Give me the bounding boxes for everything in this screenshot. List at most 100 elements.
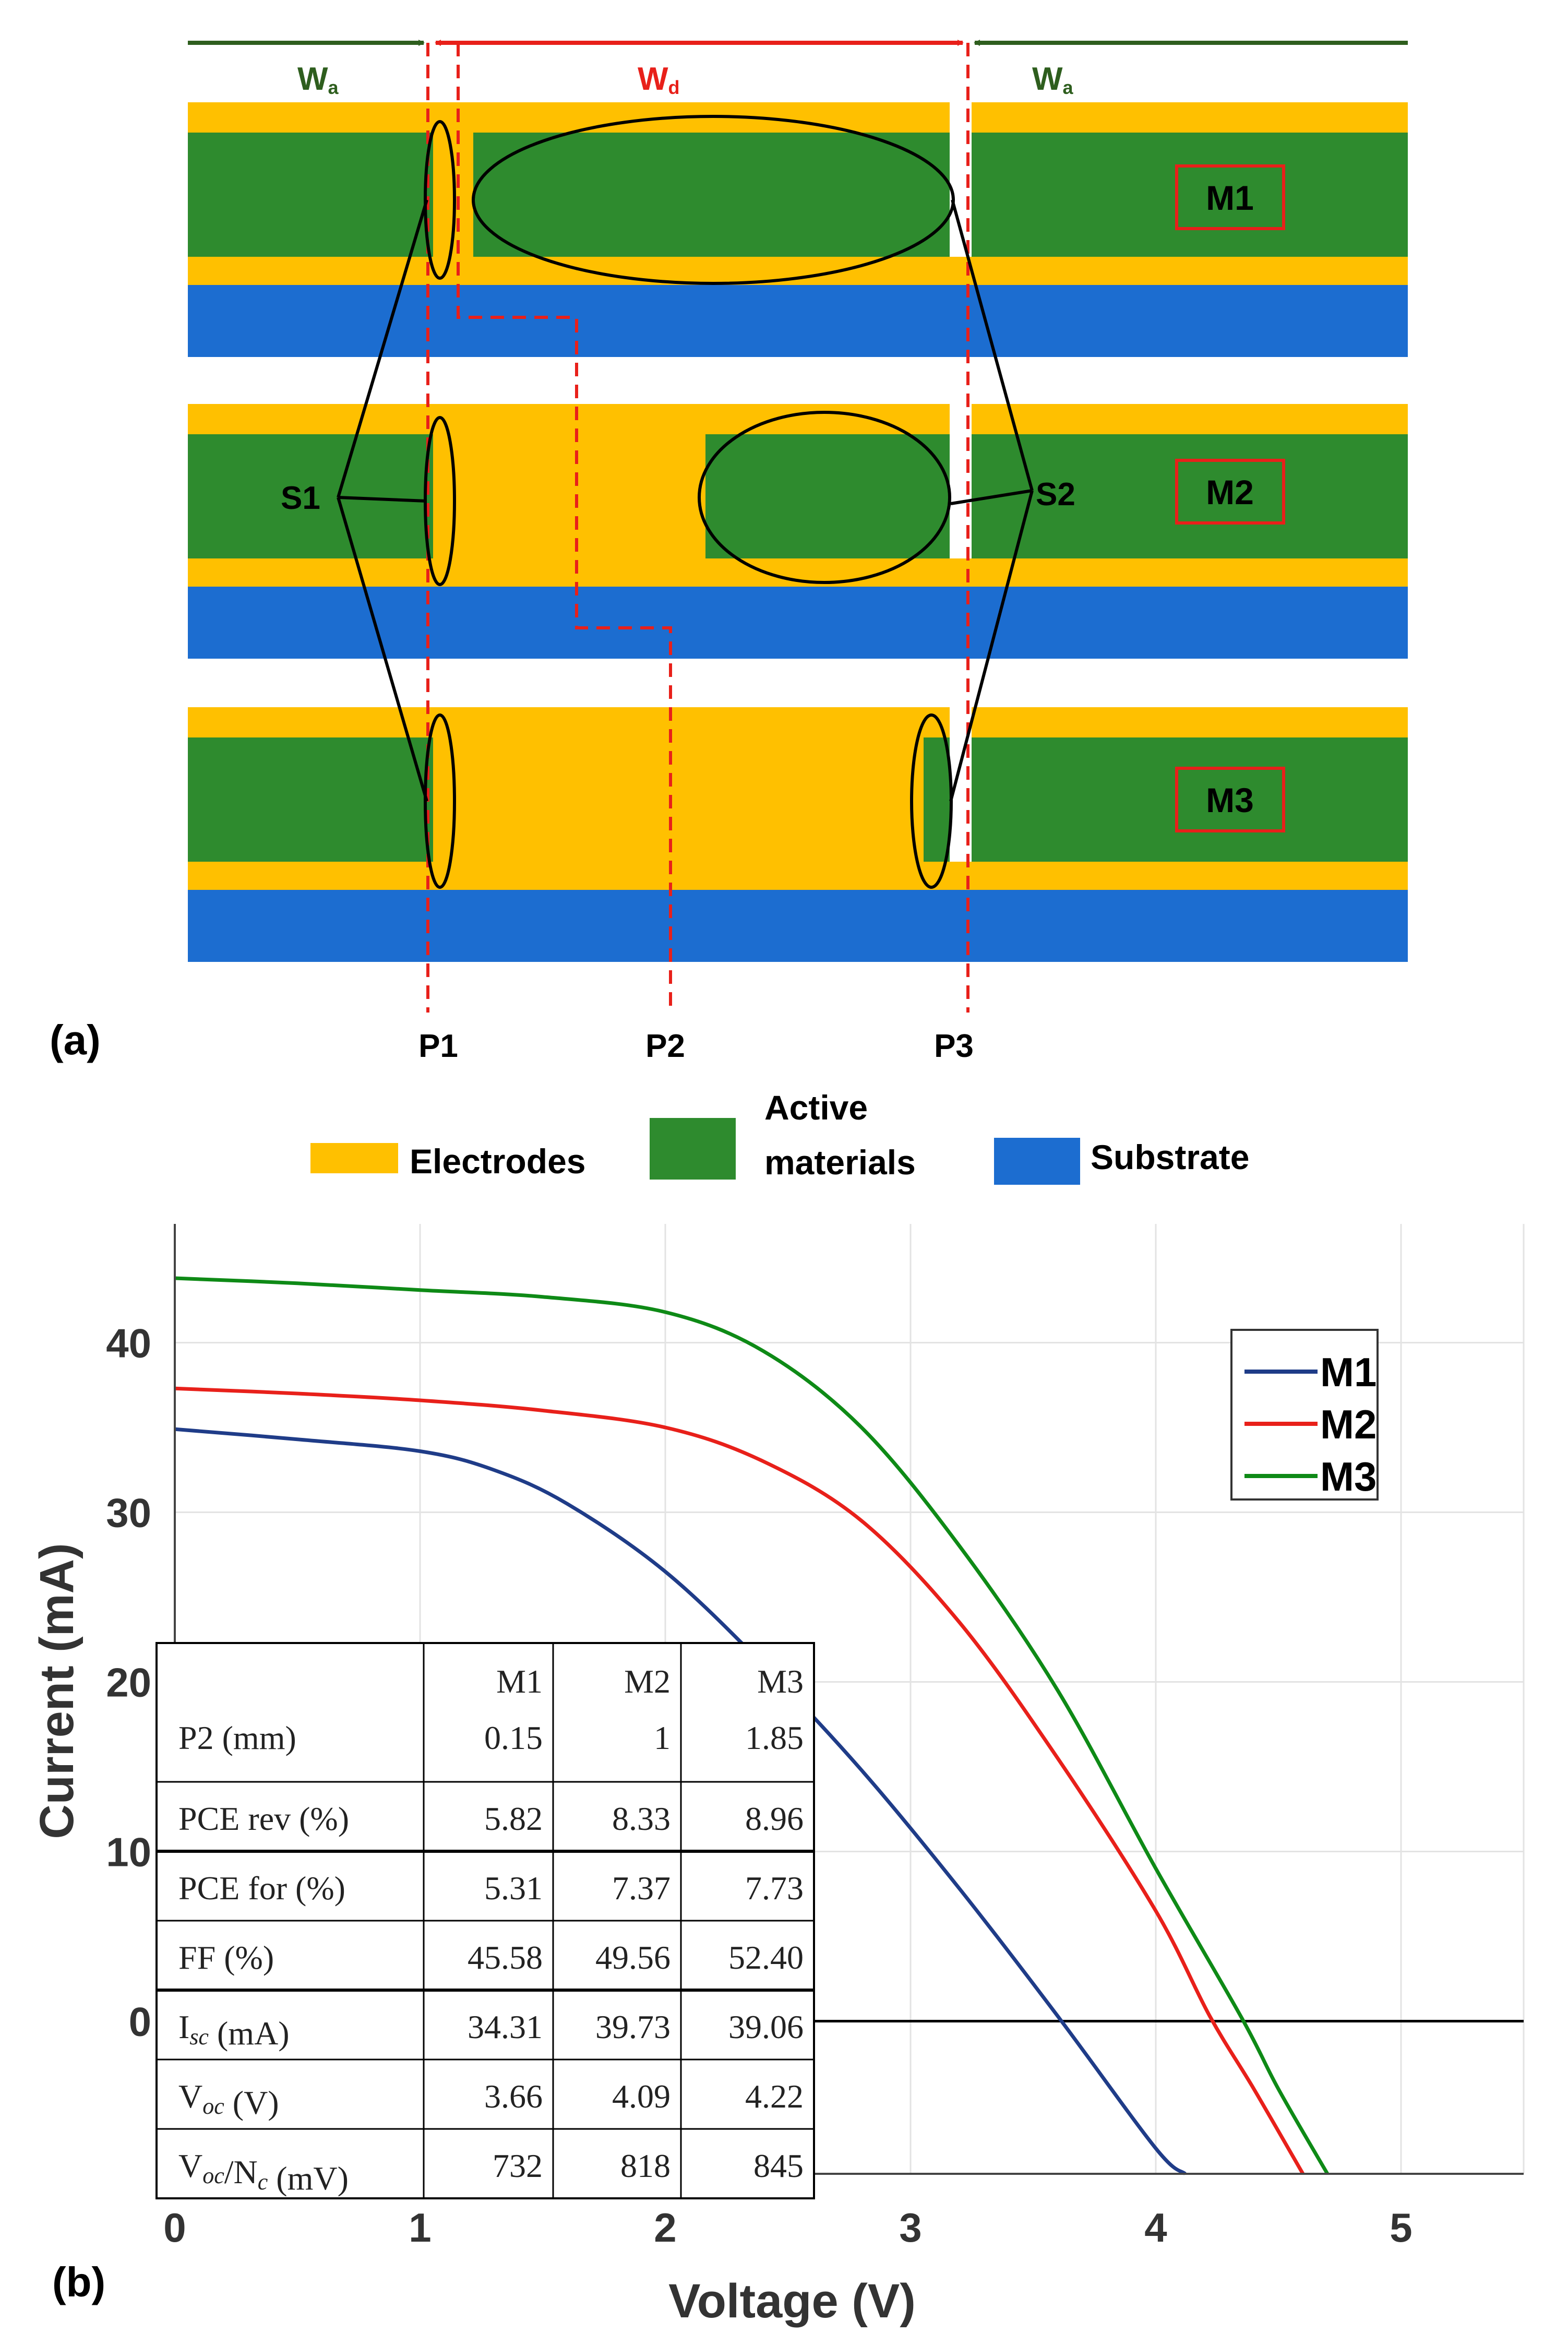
p1-label: P1 (418, 1028, 458, 1064)
legend-swatch-electrodes (310, 1143, 398, 1173)
m1-active-middle (473, 133, 950, 257)
legend-label-active-1: Active (764, 1088, 868, 1127)
y-tick-label-1: 10 (106, 1829, 151, 1875)
chart-legend-box (1230, 1329, 1379, 1501)
y-axis-title: Current (mA) (30, 1543, 83, 1839)
m3-label: M3 (1206, 781, 1254, 819)
x-tick-label-4: 4 (1144, 2205, 1167, 2251)
m2-active-right (972, 434, 1408, 558)
table-cell-2-3: 7.73 (745, 1870, 804, 1907)
s1-connector-1 (337, 199, 428, 498)
table-cell-6-1: 732 (493, 2147, 543, 2184)
m3-top-electrode (188, 707, 1408, 737)
table-cell-0-3: 1.85 (745, 1719, 804, 1756)
table-header-1: M1 (496, 1663, 543, 1700)
x-tick-label-2: 2 (654, 2205, 676, 2251)
table-cell-5-1: 3.66 (484, 2078, 543, 2115)
table-cell-1-3: 8.96 (745, 1800, 804, 1837)
table-cell-2-2: 7.37 (612, 1870, 671, 1907)
m3-active-middle (924, 737, 950, 862)
p2-scribe-path (457, 43, 672, 1013)
wa-right-label: Wa (1032, 61, 1074, 98)
series-line-m1 (174, 1427, 1187, 2175)
s2-connector-2 (950, 489, 1033, 505)
m3-active-right (972, 737, 1408, 862)
m2-active-left (188, 434, 433, 558)
p3-label: P3 (934, 1028, 974, 1064)
m3-dead-zone-electrode (433, 737, 950, 862)
m3-bottom-electrode (188, 862, 1408, 890)
s1-connector-3 (337, 497, 428, 802)
x-tick-label-3: 3 (899, 2205, 921, 2251)
panel-b: 0 1 2 3 4 5 0 10 20 30 40 M1 M2 M3 P2 (mm) 0.15 1 1.85 PC… (30, 1224, 1525, 2328)
m2-bottom-electrode (188, 558, 1408, 587)
table-cell-1-2: 8.33 (612, 1800, 671, 1837)
table-cell-0-1: 0.15 (484, 1719, 543, 1756)
y-tick-label-4: 40 (106, 1320, 151, 1366)
dead-zone-ellipse-m2 (698, 411, 951, 584)
x-axis-title: Voltage (V) (668, 2275, 916, 2328)
m2-label: M2 (1206, 473, 1254, 511)
s1-connector-2 (338, 496, 427, 503)
legend-label-m2: M2 (1320, 1401, 1377, 1447)
chart-legend: M1 M2 M3 (1230, 1329, 1379, 1501)
y-tick-label-0: 0 (129, 1999, 151, 2045)
legend-swatch-substrate (994, 1138, 1080, 1185)
m1-label-box (1175, 164, 1285, 230)
m1-substrate (188, 285, 1408, 357)
m1-active-left (188, 133, 433, 257)
table-header-3: M3 (757, 1663, 804, 1700)
table-cell-1-1: 5.82 (484, 1800, 543, 1837)
series-line-m3 (174, 1276, 1330, 2175)
table-cell-4-1: 34.31 (468, 2008, 543, 2045)
table-cell-5-3: 4.22 (745, 2078, 804, 2115)
table-row-label-6: Voc/Nc (mV) (178, 2147, 349, 2197)
s1-label: S1 (281, 480, 320, 516)
legend-label-electrodes: Electrodes (410, 1142, 585, 1181)
x-tick-label-1: 1 (409, 2205, 431, 2251)
table-cell-5-2: 4.09 (612, 2078, 671, 2115)
series-layer (174, 1276, 1330, 2175)
x-tick-label-5: 5 (1390, 2205, 1412, 2251)
panel-a-legend: Electrodes Active materials Substrate (310, 1088, 1249, 1185)
y-tick-label-2: 20 (106, 1660, 151, 1706)
table-cell-3-2: 49.56 (595, 1939, 671, 1976)
s2-connector-3 (949, 490, 1034, 802)
legend-label-m1: M1 (1320, 1349, 1377, 1395)
m1-top-electrode (188, 102, 1408, 133)
m2-active-middle (705, 434, 950, 558)
table-cell-6-3: 845 (753, 2147, 804, 2184)
table-row-label-1: PCE rev (%) (178, 1800, 349, 1837)
table-row-label-5: Voc (V) (178, 2078, 279, 2121)
table-cell-6-2: 818 (620, 2147, 671, 2184)
table-row-label-4: Isc (mA) (178, 2008, 290, 2052)
module-row-m3 (188, 707, 1408, 962)
inset-table: M1 M2 M3 P2 (mm) 0.15 1 1.85 PCE rev (%) 5.82 8.3… (155, 1642, 815, 2199)
m3-active-left (188, 737, 433, 862)
table-cell-4-3: 39.06 (728, 2008, 804, 2045)
series-line-m2 (174, 1386, 1305, 2175)
legend-label-active-2: materials (764, 1143, 916, 1182)
p2-label: P2 (645, 1028, 685, 1064)
m1-bottom-electrode (188, 257, 1408, 285)
chart-legend-entries: M1 M2 M3 (1244, 1349, 1377, 1499)
table-row-label-0: P2 (mm) (178, 1719, 296, 1756)
panel-a-label: (a) (50, 1017, 101, 1063)
table-header-2: M2 (624, 1663, 671, 1700)
s2-label: S2 (1036, 477, 1075, 513)
m2-substrate (188, 587, 1408, 659)
y-tick-label-3: 30 (106, 1490, 151, 1536)
m3-substrate (188, 890, 1408, 962)
m2-top-electrode (188, 404, 1408, 434)
legend-label-m3: M3 (1320, 1454, 1377, 1499)
module-row-m1 (188, 102, 1408, 357)
wd-label: Wd (638, 61, 680, 98)
table-cell-3-1: 45.58 (468, 1939, 543, 1976)
table-cell-3-3: 52.40 (728, 1939, 804, 1976)
m1-label: M1 (1206, 178, 1254, 217)
table-row-label-3: FF (%) (178, 1939, 274, 1976)
s2-connector-1 (951, 199, 1034, 491)
panel-a: Wa Wd Wa S1 S2 M1 M2 (50, 40, 1408, 1185)
legend-label-substrate: Substrate (1091, 1138, 1249, 1176)
wa-left-label: Wa (297, 61, 339, 98)
